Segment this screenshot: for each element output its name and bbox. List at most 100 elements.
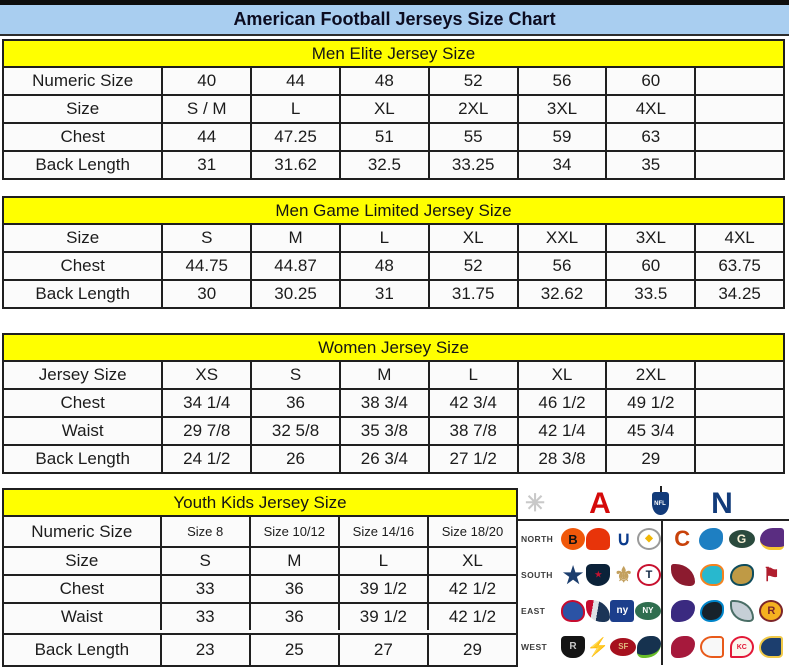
row-label: Chest (4, 576, 160, 602)
cardinals-logo-icon (671, 636, 695, 658)
division-label: SOUTH (518, 557, 561, 593)
row-label: Chest (4, 390, 161, 416)
table-cell: 55 (428, 124, 517, 150)
table-cell: L (428, 362, 517, 388)
row-label: Back Length (4, 152, 161, 178)
table-cell: Size 18/20 (427, 517, 516, 546)
youth-kids-size-table: Youth Kids Jersey SizeNumeric SizeSize 8… (2, 488, 518, 667)
eagles-logo-icon (730, 600, 754, 622)
table-cell: 47.25 (250, 124, 339, 150)
ravens-logo-icon (671, 600, 695, 622)
titans-logo-icon: T (637, 564, 661, 586)
nfc-logo-slot: N (700, 488, 744, 519)
table-cell: 48 (339, 68, 428, 94)
giants-logo-icon: ny (610, 600, 634, 622)
table-cell: 33 (160, 576, 249, 602)
table-cell: 26 3/4 (339, 446, 428, 472)
men-elite-size-table: Men Elite Jersey SizeNumeric Size4044485… (2, 39, 785, 180)
afc-team-logos: nyNY (561, 593, 661, 629)
table-cell: 30.25 (250, 281, 339, 307)
division-label: NORTH (518, 521, 561, 557)
table-row: SizeSMLXL (4, 546, 516, 574)
table-cell (694, 418, 783, 444)
table-cell: S / M (161, 96, 250, 122)
chiefs-logo-icon: KC (730, 636, 754, 658)
size-chart-page: American Football Jerseys Size Chart Men… (0, 0, 789, 667)
nfc-team-logos: R (661, 593, 789, 629)
table-cell: 34 1/4 (161, 390, 250, 416)
row-label: Waist (4, 418, 161, 444)
table-cell: 56 (517, 68, 606, 94)
table-cell: 42 3/4 (428, 390, 517, 416)
table-cell: 45 3/4 (605, 418, 694, 444)
table-row: Back Length3131.6232.533.253435 (4, 150, 783, 178)
colts-logo-icon: ∪ (612, 528, 636, 550)
table-cell (694, 68, 783, 94)
table-cell: 26 (250, 446, 339, 472)
redskins-logo-icon: R (759, 600, 783, 622)
afc-team-logos: R⚡SF (561, 629, 661, 665)
table-cell (694, 390, 783, 416)
dolphins-logo-icon (700, 564, 724, 586)
table-cell: XL (339, 96, 428, 122)
table-cell: Size 8 (160, 517, 249, 546)
division-row-south: SOUTH★★⚜T⚑ (518, 557, 789, 593)
division-row-west: WESTR⚡SF KC (518, 629, 789, 665)
table-cell: Size 14/16 (338, 517, 427, 546)
table-cell: Size 10/12 (249, 517, 338, 546)
rams-logo-icon (759, 636, 783, 658)
table-row: Numeric SizeSize 8Size 10/12Size 14/16Si… (4, 517, 516, 546)
bills-logo-icon (561, 600, 585, 622)
table-cell: 63.75 (694, 253, 783, 279)
table-cell: 60 (605, 253, 694, 279)
men-game-limited-size-table: Men Game Limited Jersey SizeSizeSMLXLXXL… (2, 196, 785, 309)
table-cell: 24 1/2 (161, 446, 250, 472)
table-cell: XL (517, 362, 606, 388)
conference-logos-row: ✳ANFLN (518, 488, 789, 521)
jets-logo-icon: NY (635, 602, 661, 620)
page-title: American Football Jerseys Size Chart (0, 5, 789, 36)
table-row: Chest34 1/43638 3/442 3/446 1/249 1/2 (4, 388, 783, 416)
table-cell: 38 7/8 (428, 418, 517, 444)
nfc-team-logos: ⚑ (661, 557, 789, 593)
table-cell: S (160, 548, 249, 574)
table-cell: 39 1/2 (338, 604, 427, 630)
table-cell: 42 1/2 (427, 576, 516, 602)
row-label: Back Length (4, 446, 161, 472)
table-cell: 39 1/2 (338, 576, 427, 602)
table-row: Chest333639 1/242 1/2 (4, 574, 516, 602)
section-title-youth-kids: Youth Kids Jersey Size (4, 490, 516, 517)
table-cell (694, 96, 783, 122)
starburst-icon: ✳ (523, 493, 547, 515)
table-row: Chest4447.2551555963 (4, 122, 783, 150)
table-row: Chest44.7544.874852566063.75 (4, 251, 783, 279)
packers-logo-icon: G (729, 530, 755, 548)
division-label: EAST (518, 593, 561, 629)
bengals-logo-icon: B (561, 528, 585, 550)
table-cell: L (339, 225, 428, 251)
table-cell: 25 (249, 635, 338, 665)
row-label: Size (4, 96, 161, 122)
afc-team-logos: ★★⚜T (561, 557, 661, 593)
table-cell: 32.5 (339, 152, 428, 178)
table-row: SizeSMLXLXXL3XL4XL (4, 225, 783, 251)
table-cell: L (338, 548, 427, 574)
table-cell: 33.25 (428, 152, 517, 178)
table-cell: XXL (517, 225, 606, 251)
table-cell: 40 (161, 68, 250, 94)
table-cell: 36 (250, 390, 339, 416)
afc-logo: A (588, 493, 612, 515)
row-label: Jersey Size (4, 362, 161, 388)
table-cell: L (250, 96, 339, 122)
section-title-men-game-limited: Men Game Limited Jersey Size (4, 198, 783, 225)
falcons-logo-icon (671, 564, 695, 586)
patriots-logo-icon (586, 600, 610, 622)
table-cell: 35 3/8 (339, 418, 428, 444)
division-logos-grid: NORTHB∪◆CGSOUTH★★⚜T⚑EASTnyNYRWESTR⚡SFKC (518, 521, 789, 665)
table-cell: 44.75 (161, 253, 250, 279)
row-label: Back Length (4, 281, 161, 307)
nfc-team-logos: KC (661, 629, 789, 665)
division-label: WEST (518, 629, 561, 665)
table-cell (694, 152, 783, 178)
table-cell: 27 1/2 (428, 446, 517, 472)
